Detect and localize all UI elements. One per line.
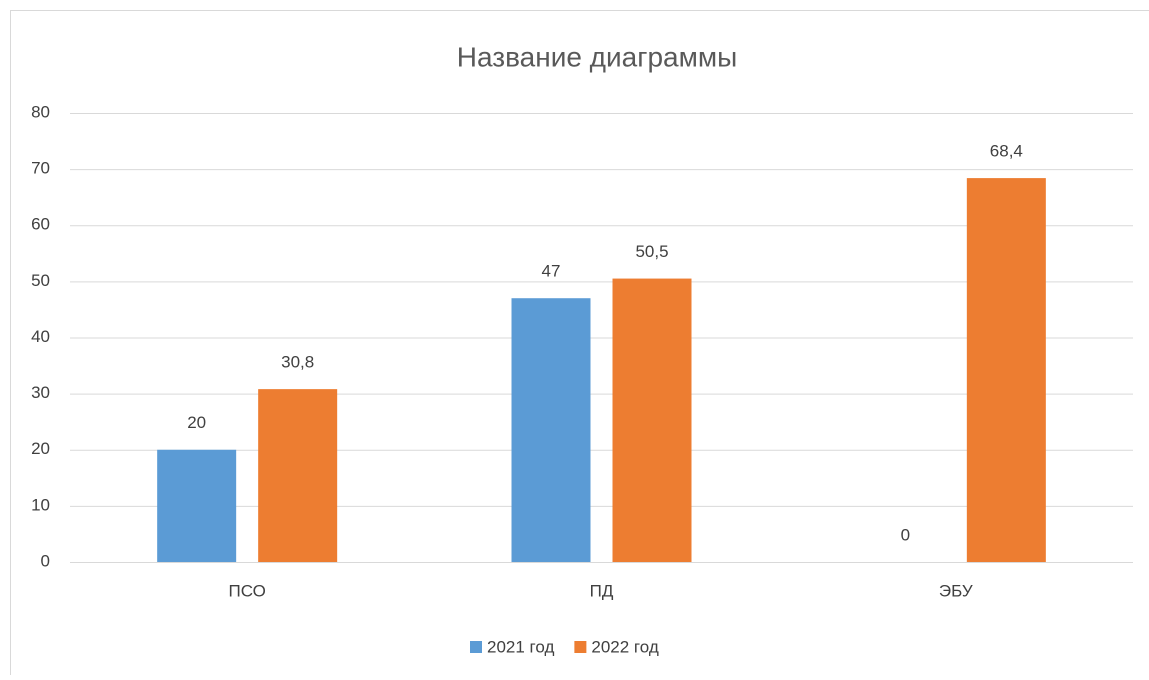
legend-swatch — [574, 641, 586, 653]
y-tick-label: 10 — [31, 495, 50, 514]
y-tick-label: 50 — [31, 271, 50, 290]
y-tick-label: 0 — [41, 551, 50, 570]
bar — [613, 279, 692, 562]
data-label: 47 — [542, 262, 561, 281]
data-label: 50,5 — [635, 242, 668, 261]
data-label: 0 — [901, 525, 910, 544]
chart-title: Название диаграммы — [457, 41, 737, 72]
legend-swatch — [470, 641, 482, 653]
data-label: 20 — [187, 413, 206, 432]
legend-label: 2022 год — [591, 637, 658, 656]
y-tick-label: 80 — [31, 102, 50, 121]
y-tick-label: 40 — [31, 327, 50, 346]
data-label: 30,8 — [281, 353, 314, 372]
x-tick-label: ПСО — [228, 581, 265, 600]
data-label: 68,4 — [990, 142, 1023, 161]
x-tick-label: ПД — [590, 581, 614, 600]
y-tick-label: 20 — [31, 439, 50, 458]
y-tick-label: 30 — [31, 383, 50, 402]
bar — [258, 389, 337, 562]
bar — [157, 450, 236, 562]
bar — [512, 298, 591, 562]
bar — [967, 178, 1046, 562]
y-tick-label: 70 — [31, 159, 50, 178]
x-tick-label: ЭБУ — [939, 581, 973, 600]
y-tick-label: 60 — [31, 215, 50, 234]
legend-label: 2021 год — [487, 637, 554, 656]
